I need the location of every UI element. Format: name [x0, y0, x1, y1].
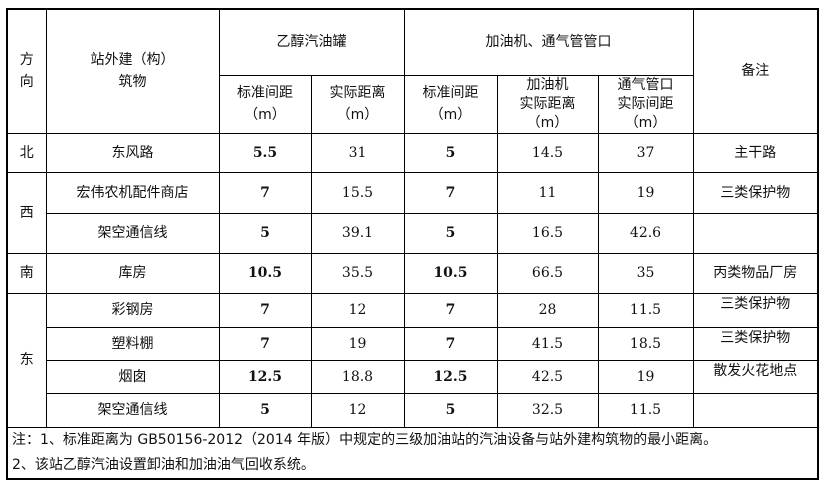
tank-std-cell: 5 [218, 212, 312, 254]
header-dispenser-group: 加油机、通气管管口 [403, 8, 694, 76]
direction-cell: 南 [6, 252, 47, 294]
header-tank-actual: 实际距离 （m） [310, 74, 405, 134]
header-direction: 方 向 [6, 8, 47, 134]
direction-cell: 东 [6, 292, 47, 428]
building-cell: 塑料棚 [45, 326, 220, 361]
vent-actual-cell: 35 [597, 252, 694, 294]
remark-cell [692, 212, 819, 254]
remark-cell: 丙类物品厂房 [692, 252, 819, 294]
tank-actual-cell: 15.5 [310, 171, 405, 214]
remark-cell: 三类保护物 [692, 292, 819, 328]
remark-cell: 主干路 [692, 132, 819, 173]
table-row: 北 东风路 5.5 31 5 14.5 37 主干路 [6, 132, 819, 173]
building-cell: 宏伟农机配件商店 [45, 171, 220, 214]
disp-std-cell: 7 [403, 326, 498, 361]
tank-std-cell: 10.5 [218, 252, 312, 294]
tank-actual-cell: 39.1 [310, 212, 405, 254]
disp-std-cell: 10.5 [403, 252, 498, 294]
disp-std-cell: 7 [403, 171, 498, 214]
table-row: 西 宏伟农机配件商店 7 15.5 7 11 19 三类保护物 [6, 171, 819, 254]
building-cell: 架空通信线 [45, 392, 220, 428]
tank-actual-cell: 31 [310, 132, 405, 173]
table-row: 塑料棚 7 19 7 41.5 18.5 三类保护物 [7, 326, 819, 361]
tank-std-cell: 5.5 [218, 132, 312, 173]
header-tank-group: 乙醇汽油罐 [218, 8, 405, 76]
tank-actual-cell: 12 [310, 292, 405, 328]
table-row: 南 库房 10.5 35.5 10.5 66.5 35 丙类物品厂房 [6, 252, 819, 294]
building-cell: 东风路 [45, 132, 220, 173]
disp-std-cell: 7 [403, 292, 498, 328]
header-remark: 备注 [692, 8, 819, 134]
disp-std-cell: 5 [403, 392, 498, 428]
vent-actual-cell: 19 [597, 359, 694, 394]
notes-cell: 注：1、标准距离为 GB50156-2012（2014 年版）中规定的三级加油站… [6, 426, 819, 480]
header-disp-actual: 加油机 实际距离 （m） [496, 74, 599, 134]
tank-actual-cell: 12 [310, 392, 405, 428]
vent-actual-cell: 37 [597, 132, 694, 173]
vent-actual-cell: 11.5 [597, 392, 694, 428]
tank-std-cell: 12.5 [218, 359, 312, 394]
remark-cell: 散发火花地点 [692, 359, 819, 394]
direction-cell: 北 [6, 132, 47, 173]
header-vent-actual: 通气管口 实际间距 （m） [597, 74, 694, 134]
note-1: 注：1、标准距离为 GB50156-2012（2014 年版）中规定的三级加油站… [12, 431, 718, 448]
table-row: 架空通信线 5 39.1 5 16.5 42.6 [7, 212, 819, 254]
disp-std-cell: 5 [403, 132, 498, 173]
building-cell: 烟囱 [45, 359, 220, 394]
direction-cell: 西 [6, 171, 47, 254]
tank-actual-cell: 19 [310, 326, 405, 361]
vent-actual-cell: 11.5 [597, 292, 694, 328]
distance-table: 方 向 站外建（构） 筑物 乙醇汽油罐 加油机、通气管管口 备注 标准间距 （m… [6, 8, 820, 480]
table-row: 架空通信线 5 12 5 32.5 11.5 [7, 392, 819, 428]
header-building: 站外建（构） 筑物 [45, 8, 220, 134]
header-tank-std: 标准间距 （m） [218, 74, 312, 134]
tank-actual-cell: 18.8 [310, 359, 405, 394]
disp-actual-cell: 42.5 [496, 359, 599, 394]
disp-actual-cell: 11 [496, 171, 599, 214]
remark-cell: 三类保护物 [692, 326, 819, 361]
note-2: 2、该站乙醇汽油设置卸油和加油油气回收系统。 [12, 456, 315, 473]
building-cell: 库房 [45, 252, 220, 294]
tank-std-cell: 7 [218, 326, 312, 361]
disp-actual-cell: 28 [496, 292, 599, 328]
disp-actual-cell: 14.5 [496, 132, 599, 173]
tank-std-cell: 7 [218, 171, 312, 214]
disp-std-cell: 12.5 [403, 359, 498, 394]
building-cell: 彩钢房 [45, 292, 220, 328]
disp-actual-cell: 32.5 [496, 392, 599, 428]
remark-cell: 三类保护物 [692, 171, 819, 214]
disp-actual-cell: 16.5 [496, 212, 599, 254]
vent-actual-cell: 42.6 [597, 212, 694, 254]
vent-actual-cell: 19 [597, 171, 694, 214]
tank-std-cell: 5 [218, 392, 312, 428]
building-cell: 架空通信线 [45, 212, 220, 254]
header-disp-std: 标准间距 （m） [403, 74, 498, 134]
remark-cell [692, 392, 819, 428]
table-row: 烟囱 12.5 18.8 12.5 42.5 19 散发火花地点 [7, 359, 819, 394]
disp-std-cell: 5 [403, 212, 498, 254]
tank-std-cell: 7 [218, 292, 312, 328]
disp-actual-cell: 41.5 [496, 326, 599, 361]
disp-actual-cell: 66.5 [496, 252, 599, 294]
table-row: 东 彩钢房 7 12 7 28 11.5 三类保护物 [6, 292, 819, 428]
vent-actual-cell: 18.5 [597, 326, 694, 361]
tank-actual-cell: 35.5 [310, 252, 405, 294]
